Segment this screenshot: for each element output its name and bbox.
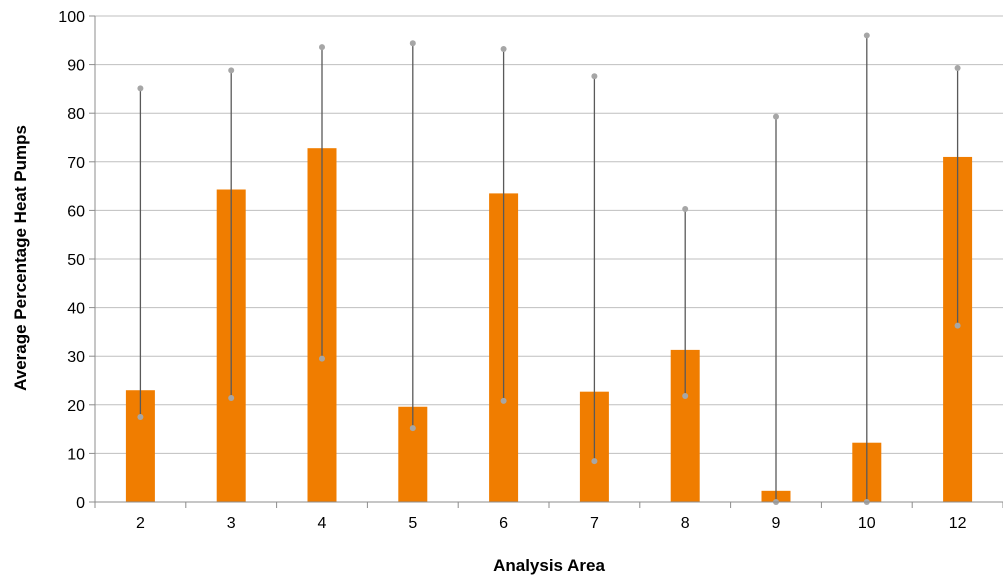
min-marker [409,425,416,432]
y-tick-label: 80 [67,106,85,123]
max-marker [409,40,416,47]
gridlines [89,15,1003,503]
min-marker [500,397,507,404]
y-tick-label: 40 [67,301,85,318]
x-tick-label: 9 [772,515,781,532]
error-bars-layer [137,32,961,505]
max-marker [137,85,144,92]
max-marker [682,205,689,212]
y-tick-label: 20 [67,398,85,415]
min-marker [137,413,144,420]
min-marker [228,394,235,401]
y-tick-label: 0 [76,495,85,512]
max-marker [228,67,235,74]
y-tick-label: 100 [58,9,85,26]
max-marker [863,32,870,39]
x-tick-label: 4 [318,515,327,532]
min-marker [954,322,961,329]
y-tick-label: 30 [67,349,85,366]
x-tick-label: 10 [858,515,876,532]
max-marker [591,73,598,80]
y-tick-labels: 0 10 20 30 40 50 60 70 80 90 100 [58,9,85,512]
bars-layer [125,148,973,502]
max-marker [773,113,779,120]
y-tick-label: 60 [67,203,85,220]
x-tick-label: 8 [681,515,690,532]
x-tick-label: 2 [136,515,145,532]
x-tick-label: 5 [408,515,417,532]
axes [94,16,1003,508]
x-tick-label: 12 [949,515,967,532]
x-tick-label: 7 [590,515,599,532]
x-tick-label: 3 [227,515,236,532]
y-tick-label: 90 [67,58,85,75]
min-marker [591,458,598,465]
y-axis-title: Average Percentage Heat Pumps [11,125,30,391]
y-tick-label: 10 [67,446,85,463]
min-marker [682,393,689,400]
x-tick-label: 6 [499,515,508,532]
y-tick-label: 70 [67,155,85,172]
x-tick-labels: 2 3 4 5 6 7 8 9 10 12 [136,515,967,532]
max-marker [319,44,325,51]
min-marker [319,355,325,362]
max-marker [954,65,961,72]
y-tick-label: 50 [67,252,85,269]
x-axis-title: Analysis Area [493,556,605,575]
max-marker [500,46,507,53]
